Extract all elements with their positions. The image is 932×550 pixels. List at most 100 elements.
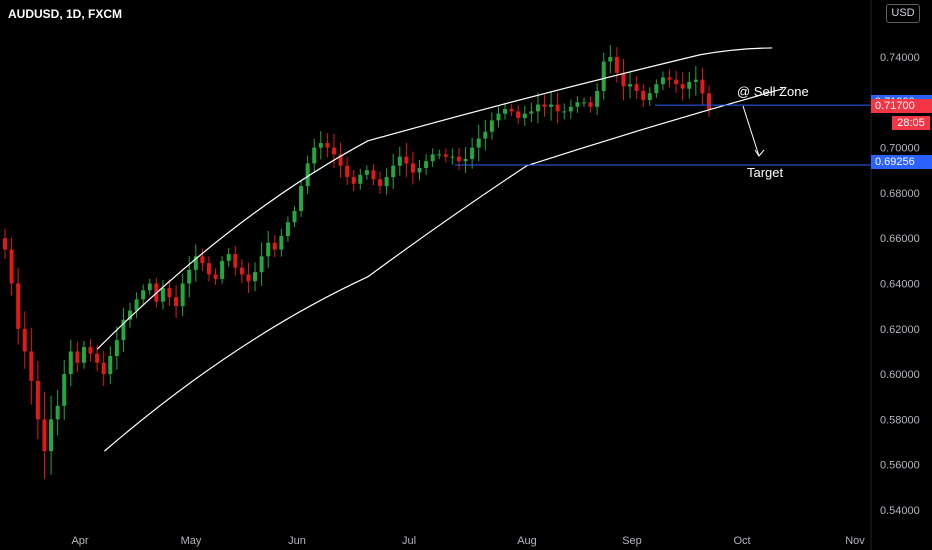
candle-body bbox=[628, 84, 633, 87]
candle-body bbox=[95, 353, 100, 363]
price-tick-label: 0.68000 bbox=[880, 188, 920, 200]
channel-lines[interactable] bbox=[96, 47, 784, 452]
candle-body bbox=[410, 163, 415, 173]
price-tick-label: 0.54000 bbox=[880, 505, 920, 517]
candle-body bbox=[437, 154, 442, 156]
time-tick-label: Jun bbox=[288, 535, 306, 547]
candle-body bbox=[160, 288, 165, 302]
candle-body bbox=[9, 249, 14, 284]
symbol-title: AUDUSD, 1D, FXCM bbox=[8, 7, 123, 21]
target-label[interactable]: Target bbox=[747, 165, 784, 180]
price-tick-label: 0.56000 bbox=[880, 460, 920, 472]
candle-body bbox=[562, 111, 567, 113]
candle-body bbox=[180, 283, 185, 307]
candle-body bbox=[641, 90, 646, 101]
candle-body bbox=[187, 269, 192, 284]
candle-body bbox=[292, 211, 297, 223]
candle-body bbox=[700, 79, 705, 94]
candle-body bbox=[424, 161, 429, 168]
time-tick-label: Oct bbox=[733, 535, 750, 547]
target-price-tag: 0.69256 bbox=[871, 155, 932, 169]
candle-body bbox=[167, 288, 172, 298]
target-arrow-head bbox=[754, 149, 765, 157]
bar-countdown-tag: 28:05 bbox=[892, 116, 930, 130]
candle-body bbox=[364, 170, 369, 175]
candle-body bbox=[16, 283, 21, 329]
price-tick-label: 0.58000 bbox=[880, 414, 920, 426]
candle-body bbox=[305, 163, 310, 187]
time-tick-label: Aug bbox=[517, 535, 537, 547]
candle-body bbox=[503, 109, 508, 114]
time-axis[interactable]: Apr May Jun Jul Aug Sep Oct Nov bbox=[71, 535, 865, 547]
price-axis[interactable]: 0.740000.720000.700000.680000.660000.640… bbox=[880, 52, 920, 517]
candle-body bbox=[555, 104, 560, 112]
candle-body bbox=[549, 104, 554, 107]
candle-body bbox=[476, 138, 481, 148]
candle-body bbox=[568, 106, 573, 112]
time-tick-label: Nov bbox=[845, 535, 865, 547]
candle-body bbox=[450, 156, 455, 158]
price-tick-label: 0.66000 bbox=[880, 233, 920, 245]
candle-body bbox=[687, 81, 692, 89]
candle-body bbox=[22, 328, 27, 352]
price-tick-label: 0.70000 bbox=[880, 143, 920, 155]
currency-button[interactable]: USD bbox=[886, 4, 920, 23]
candle-body bbox=[29, 351, 34, 381]
candle-body bbox=[463, 158, 468, 162]
candle-body bbox=[206, 263, 211, 275]
candle-layer bbox=[3, 45, 711, 479]
candle-body bbox=[246, 274, 251, 282]
candle-body bbox=[35, 380, 40, 420]
candle-body bbox=[529, 111, 534, 114]
candle-body bbox=[391, 165, 396, 178]
target-arrow-shaft bbox=[742, 105, 760, 157]
candle-body bbox=[266, 242, 271, 257]
candle-body bbox=[516, 111, 521, 119]
horizontal-levels[interactable] bbox=[455, 104, 871, 166]
candle-body bbox=[331, 147, 336, 155]
candle-body bbox=[489, 120, 494, 132]
candle-body bbox=[397, 156, 402, 166]
candle-body bbox=[200, 256, 205, 264]
candle-body bbox=[325, 143, 330, 148]
time-tick-label: Apr bbox=[71, 535, 88, 547]
candle-body bbox=[542, 104, 547, 107]
candle-body bbox=[193, 256, 198, 270]
candle-body bbox=[141, 290, 146, 300]
channel-upper-line[interactable] bbox=[96, 47, 773, 350]
candle-body bbox=[88, 346, 93, 354]
candle-body bbox=[121, 319, 126, 341]
price-tick-label: 0.60000 bbox=[880, 369, 920, 381]
candle-body bbox=[75, 351, 80, 363]
candle-body bbox=[358, 174, 363, 184]
time-tick-label: Sep bbox=[622, 535, 642, 547]
candle-body bbox=[351, 177, 356, 184]
candle-body bbox=[3, 238, 7, 250]
candle-body bbox=[253, 272, 258, 282]
candle-body bbox=[417, 167, 422, 173]
candle-body bbox=[707, 93, 711, 110]
candle-body bbox=[667, 77, 672, 80]
candle-body bbox=[674, 79, 679, 85]
candle-body bbox=[470, 147, 475, 159]
candle-body bbox=[279, 235, 284, 250]
candle-body bbox=[371, 170, 376, 180]
candle-body bbox=[174, 297, 179, 307]
candle-body bbox=[49, 419, 54, 452]
channel-lower-line[interactable] bbox=[104, 88, 784, 452]
candle-body bbox=[233, 254, 238, 268]
candle-body bbox=[318, 143, 323, 148]
candle-body bbox=[654, 84, 659, 94]
candle-body bbox=[535, 104, 540, 112]
candle-body bbox=[430, 154, 435, 162]
sell-zone-label[interactable]: @ Sell Zone bbox=[737, 84, 809, 99]
candle-body bbox=[62, 374, 67, 406]
time-tick-label: May bbox=[181, 535, 202, 547]
candle-body bbox=[345, 165, 350, 178]
candle-body bbox=[213, 274, 218, 279]
candle-body bbox=[588, 102, 593, 107]
candle-body bbox=[647, 93, 652, 101]
candle-body bbox=[299, 186, 304, 212]
